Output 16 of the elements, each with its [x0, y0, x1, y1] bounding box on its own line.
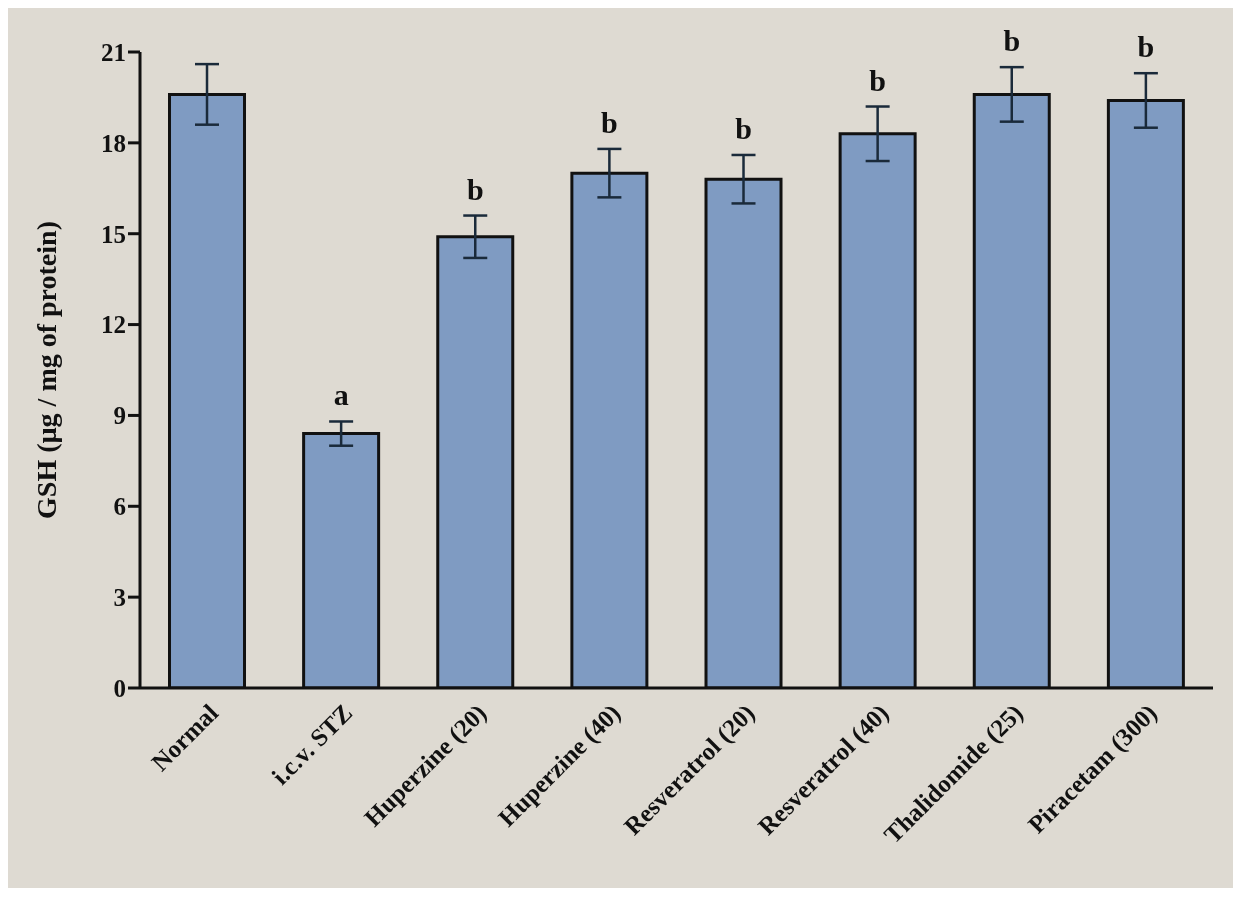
y-tick-label: 15: [101, 220, 126, 248]
y-axis-title: GSH (µg / mg of protein): [30, 221, 62, 519]
y-tick-label: 0: [113, 674, 126, 702]
y-tick-label: 21: [101, 38, 126, 66]
annotation: a: [333, 378, 349, 412]
y-tick-label: 18: [101, 129, 126, 157]
annotation: b: [466, 172, 484, 206]
y-tick-label: 9: [113, 402, 126, 430]
annotation: b: [869, 63, 887, 97]
y-tick-label: 12: [101, 311, 126, 339]
annotation: b: [735, 111, 752, 145]
y-tick-label: 3: [113, 584, 126, 612]
y-tick-label: 6: [113, 493, 126, 521]
annotation: b: [601, 105, 618, 139]
annotation: b: [1137, 30, 1155, 64]
annotation: b: [1003, 24, 1021, 58]
